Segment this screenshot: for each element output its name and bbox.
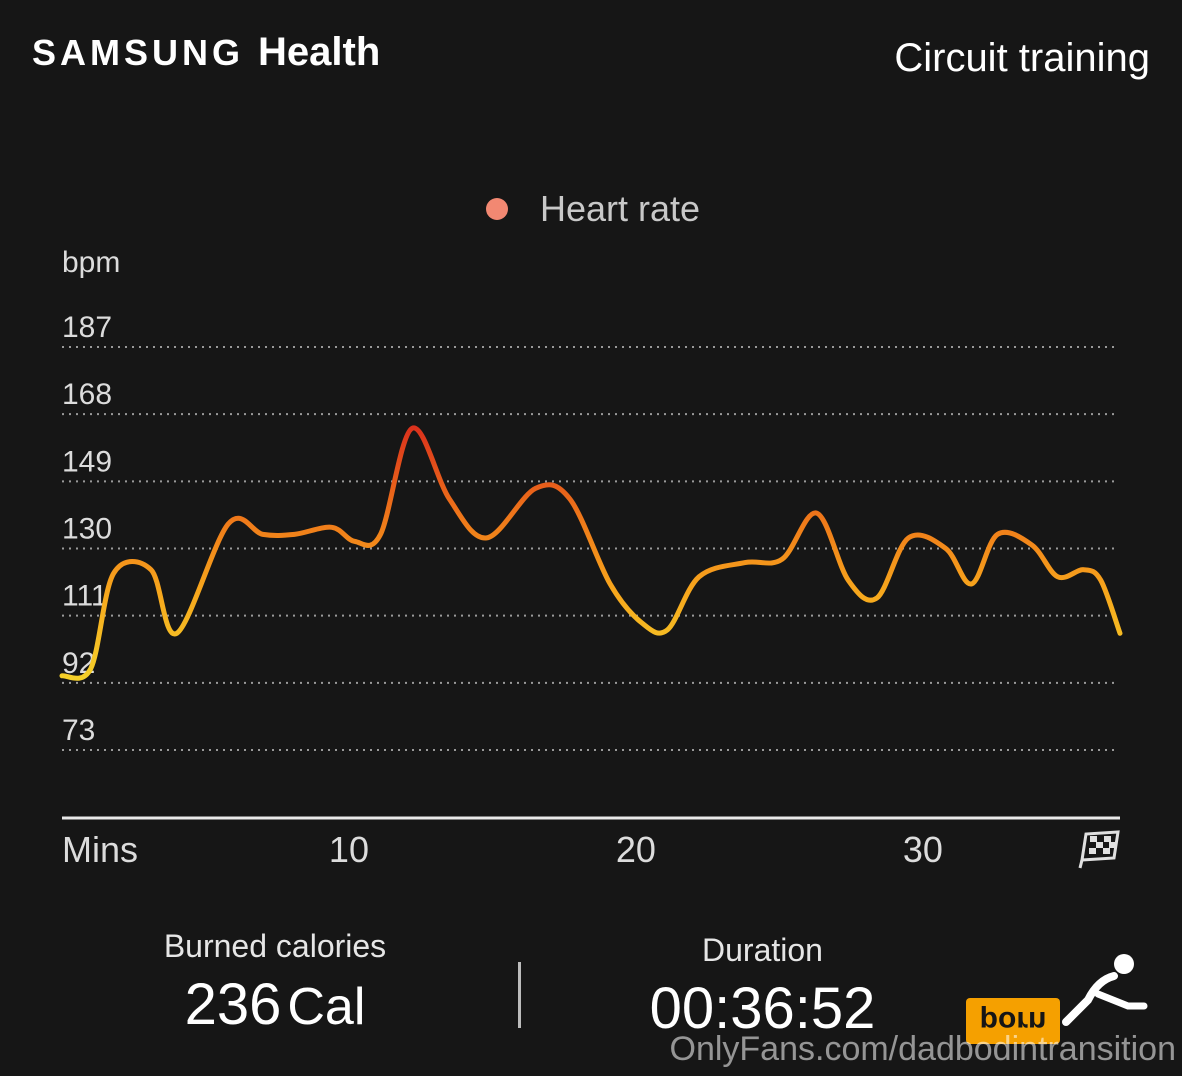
heart-rate-point [330,525,334,529]
heart-rate-point [608,582,612,586]
heart-rate-point [1030,543,1034,547]
watermark-text: OnlyFans.com/dadbodintransition [669,1030,1177,1068]
heart-rate-point [907,536,911,540]
heart-rate-point [261,532,265,536]
heart-rate-point [89,667,93,671]
heart-rate-point [112,571,116,575]
y-tick-label: 73 [62,714,95,747]
calories-unit: Cal [287,978,366,1036]
x-axis-label: Mins [62,829,138,870]
calories-value-row: 236 Cal [140,971,410,1038]
watermark-logo: porn [966,998,1060,1044]
y-tick-label: 168 [62,378,112,411]
heart-rate-point [60,674,64,678]
checkered-flag-icon [1078,830,1120,869]
x-tick-label: 20 [616,829,656,870]
heart-rate-point [697,575,701,579]
heart-rate-point [292,532,296,536]
burned-calories: Burned calories 236 Cal [140,928,410,1038]
heart-rate-point [447,497,451,501]
x-tick-label: 10 [329,829,369,870]
heart-rate-point [640,621,644,625]
duration-value: 00:36:52 [649,976,876,1041]
heart-rate-point [175,631,179,635]
heart-rate-point [780,557,784,561]
heart-rate-point [665,628,669,632]
heart-rate-point [379,532,383,536]
heart-rate-point [353,539,357,543]
legend-label: Heart rate [540,188,701,229]
y-tick-label: 187 [62,311,112,344]
samsung-health-logo: SAMSUNG Health [32,30,380,75]
heart-rate-point [995,532,999,536]
x-tick-label: 30 [903,829,943,870]
heart-rate-point [1099,578,1103,582]
y-tick-label: 111 [62,580,108,613]
calories-value: 236 [184,972,282,1037]
heart-rate-point [410,426,414,430]
workout-duration: Duration 00:36:52 [620,932,905,1042]
heart-rate-point [875,596,879,600]
heart-rate-point [970,582,974,586]
y-tick-label: 149 [62,445,112,478]
heart-rate-point [1118,631,1122,635]
heart-rate-point [149,568,153,572]
heart-rate-point [226,522,230,526]
heart-rate-point [485,536,489,540]
runner-icon [1062,954,1148,1026]
heart-rate-point [1082,568,1086,572]
legend-dot [486,198,508,220]
heart-rate-point [846,578,850,582]
heart-rate-point [568,497,572,501]
chart-legend: Heart rate [486,188,700,230]
heart-rate-series-line [59,425,1123,681]
heart-rate-point [743,561,747,565]
heart-rate-point [1056,575,1060,579]
heart-rate-point [815,511,819,515]
heart-rate-point [944,547,948,551]
y-tick-label: 130 [62,513,112,546]
brand-samsung: SAMSUNG [32,32,245,73]
workout-type-title: Circuit training [894,36,1150,80]
brand-health: Health [258,30,381,74]
duration-label: Duration [702,932,823,968]
heart-rate-point [533,486,537,490]
calories-label: Burned calories [163,928,387,964]
y-axis-label: bpm [62,246,120,279]
summary-divider [518,962,521,1028]
